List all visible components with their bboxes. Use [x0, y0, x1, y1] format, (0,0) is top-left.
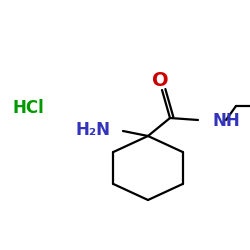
Text: O: O [152, 70, 168, 90]
Text: HCl: HCl [12, 99, 44, 117]
Text: NH: NH [212, 112, 240, 130]
Text: H₂N: H₂N [76, 121, 110, 139]
